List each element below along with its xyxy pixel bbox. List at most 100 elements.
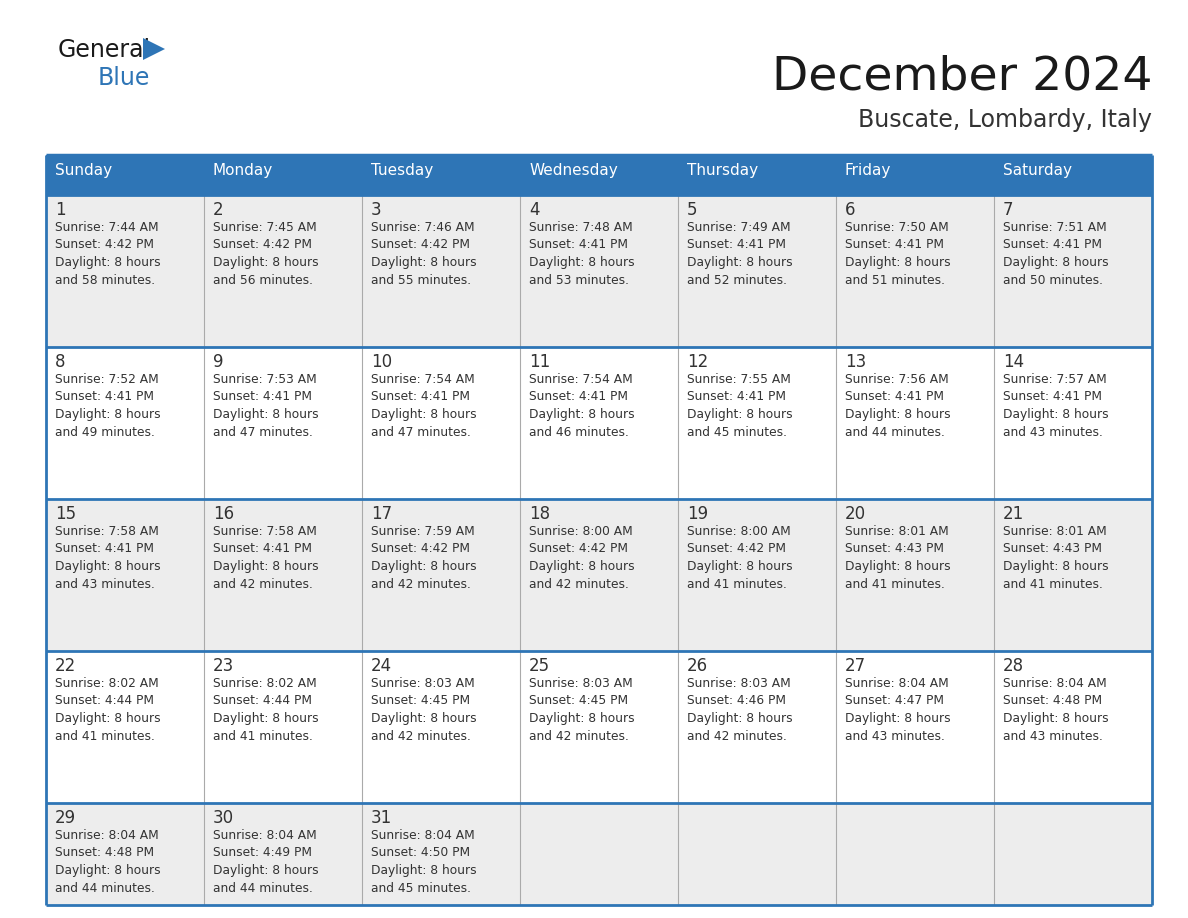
Text: 20: 20 [845,505,866,523]
Text: Sunset: 4:47 PM: Sunset: 4:47 PM [845,695,944,708]
Text: and 46 minutes.: and 46 minutes. [529,426,628,439]
Text: Daylight: 8 hours: Daylight: 8 hours [213,256,318,269]
Text: Sunrise: 8:04 AM: Sunrise: 8:04 AM [55,829,159,842]
Text: 24: 24 [371,657,392,675]
Text: and 42 minutes.: and 42 minutes. [687,730,786,743]
Text: Daylight: 8 hours: Daylight: 8 hours [687,712,792,725]
Text: Daylight: 8 hours: Daylight: 8 hours [371,256,476,269]
Text: Sunset: 4:41 PM: Sunset: 4:41 PM [687,239,786,252]
Text: Sunday: Sunday [55,163,112,178]
Text: Sunset: 4:50 PM: Sunset: 4:50 PM [371,846,470,859]
Text: Daylight: 8 hours: Daylight: 8 hours [371,560,476,573]
Text: Daylight: 8 hours: Daylight: 8 hours [213,408,318,421]
Text: Sunrise: 8:04 AM: Sunrise: 8:04 AM [213,829,317,842]
Text: Daylight: 8 hours: Daylight: 8 hours [845,560,950,573]
Text: Sunset: 4:42 PM: Sunset: 4:42 PM [371,239,470,252]
Text: Sunrise: 7:59 AM: Sunrise: 7:59 AM [371,525,475,538]
Text: 25: 25 [529,657,550,675]
Text: Sunrise: 8:03 AM: Sunrise: 8:03 AM [687,677,791,690]
Text: Sunrise: 8:01 AM: Sunrise: 8:01 AM [845,525,949,538]
Text: 13: 13 [845,353,866,371]
Text: and 42 minutes.: and 42 minutes. [529,730,628,743]
Text: Sunset: 4:41 PM: Sunset: 4:41 PM [213,390,312,404]
Text: and 45 minutes.: and 45 minutes. [371,881,470,894]
Text: Sunrise: 7:44 AM: Sunrise: 7:44 AM [55,221,159,234]
Text: Daylight: 8 hours: Daylight: 8 hours [371,712,476,725]
Text: Monday: Monday [213,163,273,178]
Text: Saturday: Saturday [1003,163,1072,178]
Text: 31: 31 [371,809,392,827]
Text: Sunrise: 7:56 AM: Sunrise: 7:56 AM [845,373,949,386]
Text: Sunset: 4:48 PM: Sunset: 4:48 PM [1003,695,1102,708]
Text: and 42 minutes.: and 42 minutes. [213,577,312,590]
Text: 2: 2 [213,201,223,219]
Text: 6: 6 [845,201,855,219]
Text: and 53 minutes.: and 53 minutes. [529,274,628,286]
Text: Daylight: 8 hours: Daylight: 8 hours [687,256,792,269]
Text: and 41 minutes.: and 41 minutes. [1003,577,1102,590]
FancyBboxPatch shape [46,155,1152,195]
Text: Thursday: Thursday [687,163,758,178]
Text: 1: 1 [55,201,65,219]
Text: and 52 minutes.: and 52 minutes. [687,274,786,286]
Text: 4: 4 [529,201,539,219]
Text: Daylight: 8 hours: Daylight: 8 hours [1003,256,1108,269]
Text: and 43 minutes.: and 43 minutes. [845,730,944,743]
Text: and 43 minutes.: and 43 minutes. [55,577,154,590]
Text: 15: 15 [55,505,76,523]
Text: and 43 minutes.: and 43 minutes. [1003,730,1102,743]
Text: and 47 minutes.: and 47 minutes. [371,426,470,439]
Text: Sunrise: 7:46 AM: Sunrise: 7:46 AM [371,221,475,234]
Text: Sunset: 4:41 PM: Sunset: 4:41 PM [55,543,154,555]
Text: 16: 16 [213,505,234,523]
Text: Daylight: 8 hours: Daylight: 8 hours [845,712,950,725]
Text: Daylight: 8 hours: Daylight: 8 hours [529,560,634,573]
Text: Sunset: 4:41 PM: Sunset: 4:41 PM [55,390,154,404]
Text: and 44 minutes.: and 44 minutes. [845,426,944,439]
Text: Sunset: 4:45 PM: Sunset: 4:45 PM [371,695,470,708]
Text: Sunset: 4:43 PM: Sunset: 4:43 PM [845,543,944,555]
Text: 10: 10 [371,353,392,371]
Text: 28: 28 [1003,657,1024,675]
Text: Sunrise: 7:54 AM: Sunrise: 7:54 AM [529,373,633,386]
Text: and 44 minutes.: and 44 minutes. [213,881,312,894]
Text: and 58 minutes.: and 58 minutes. [55,274,156,286]
Text: Sunset: 4:41 PM: Sunset: 4:41 PM [213,543,312,555]
Text: and 50 minutes.: and 50 minutes. [1003,274,1102,286]
Text: Sunset: 4:42 PM: Sunset: 4:42 PM [213,239,312,252]
Text: Sunrise: 7:58 AM: Sunrise: 7:58 AM [213,525,317,538]
Text: 3: 3 [371,201,381,219]
Text: Sunset: 4:43 PM: Sunset: 4:43 PM [1003,543,1102,555]
Text: Daylight: 8 hours: Daylight: 8 hours [213,864,318,877]
Text: Sunrise: 8:00 AM: Sunrise: 8:00 AM [687,525,791,538]
FancyBboxPatch shape [46,347,1152,499]
Text: Sunrise: 8:01 AM: Sunrise: 8:01 AM [1003,525,1107,538]
Text: Sunset: 4:44 PM: Sunset: 4:44 PM [55,695,154,708]
Text: 26: 26 [687,657,708,675]
Text: 18: 18 [529,505,550,523]
Text: 23: 23 [213,657,234,675]
Text: December 2024: December 2024 [771,55,1152,100]
Text: Daylight: 8 hours: Daylight: 8 hours [845,256,950,269]
Text: Wednesday: Wednesday [529,163,618,178]
FancyBboxPatch shape [46,499,1152,651]
Text: 11: 11 [529,353,550,371]
Text: 29: 29 [55,809,76,827]
Text: Daylight: 8 hours: Daylight: 8 hours [687,560,792,573]
Text: and 41 minutes.: and 41 minutes. [845,577,944,590]
Text: 30: 30 [213,809,234,827]
Text: and 47 minutes.: and 47 minutes. [213,426,312,439]
Text: Friday: Friday [845,163,891,178]
Text: Sunset: 4:46 PM: Sunset: 4:46 PM [687,695,786,708]
Text: Daylight: 8 hours: Daylight: 8 hours [529,256,634,269]
Text: Daylight: 8 hours: Daylight: 8 hours [687,408,792,421]
Text: Sunset: 4:41 PM: Sunset: 4:41 PM [529,239,628,252]
Text: Daylight: 8 hours: Daylight: 8 hours [529,408,634,421]
Text: 14: 14 [1003,353,1024,371]
Text: Sunrise: 8:03 AM: Sunrise: 8:03 AM [529,677,633,690]
Text: 9: 9 [213,353,223,371]
Text: Sunset: 4:41 PM: Sunset: 4:41 PM [687,390,786,404]
Text: Sunrise: 8:04 AM: Sunrise: 8:04 AM [845,677,949,690]
Text: Sunrise: 7:57 AM: Sunrise: 7:57 AM [1003,373,1107,386]
Text: 22: 22 [55,657,76,675]
